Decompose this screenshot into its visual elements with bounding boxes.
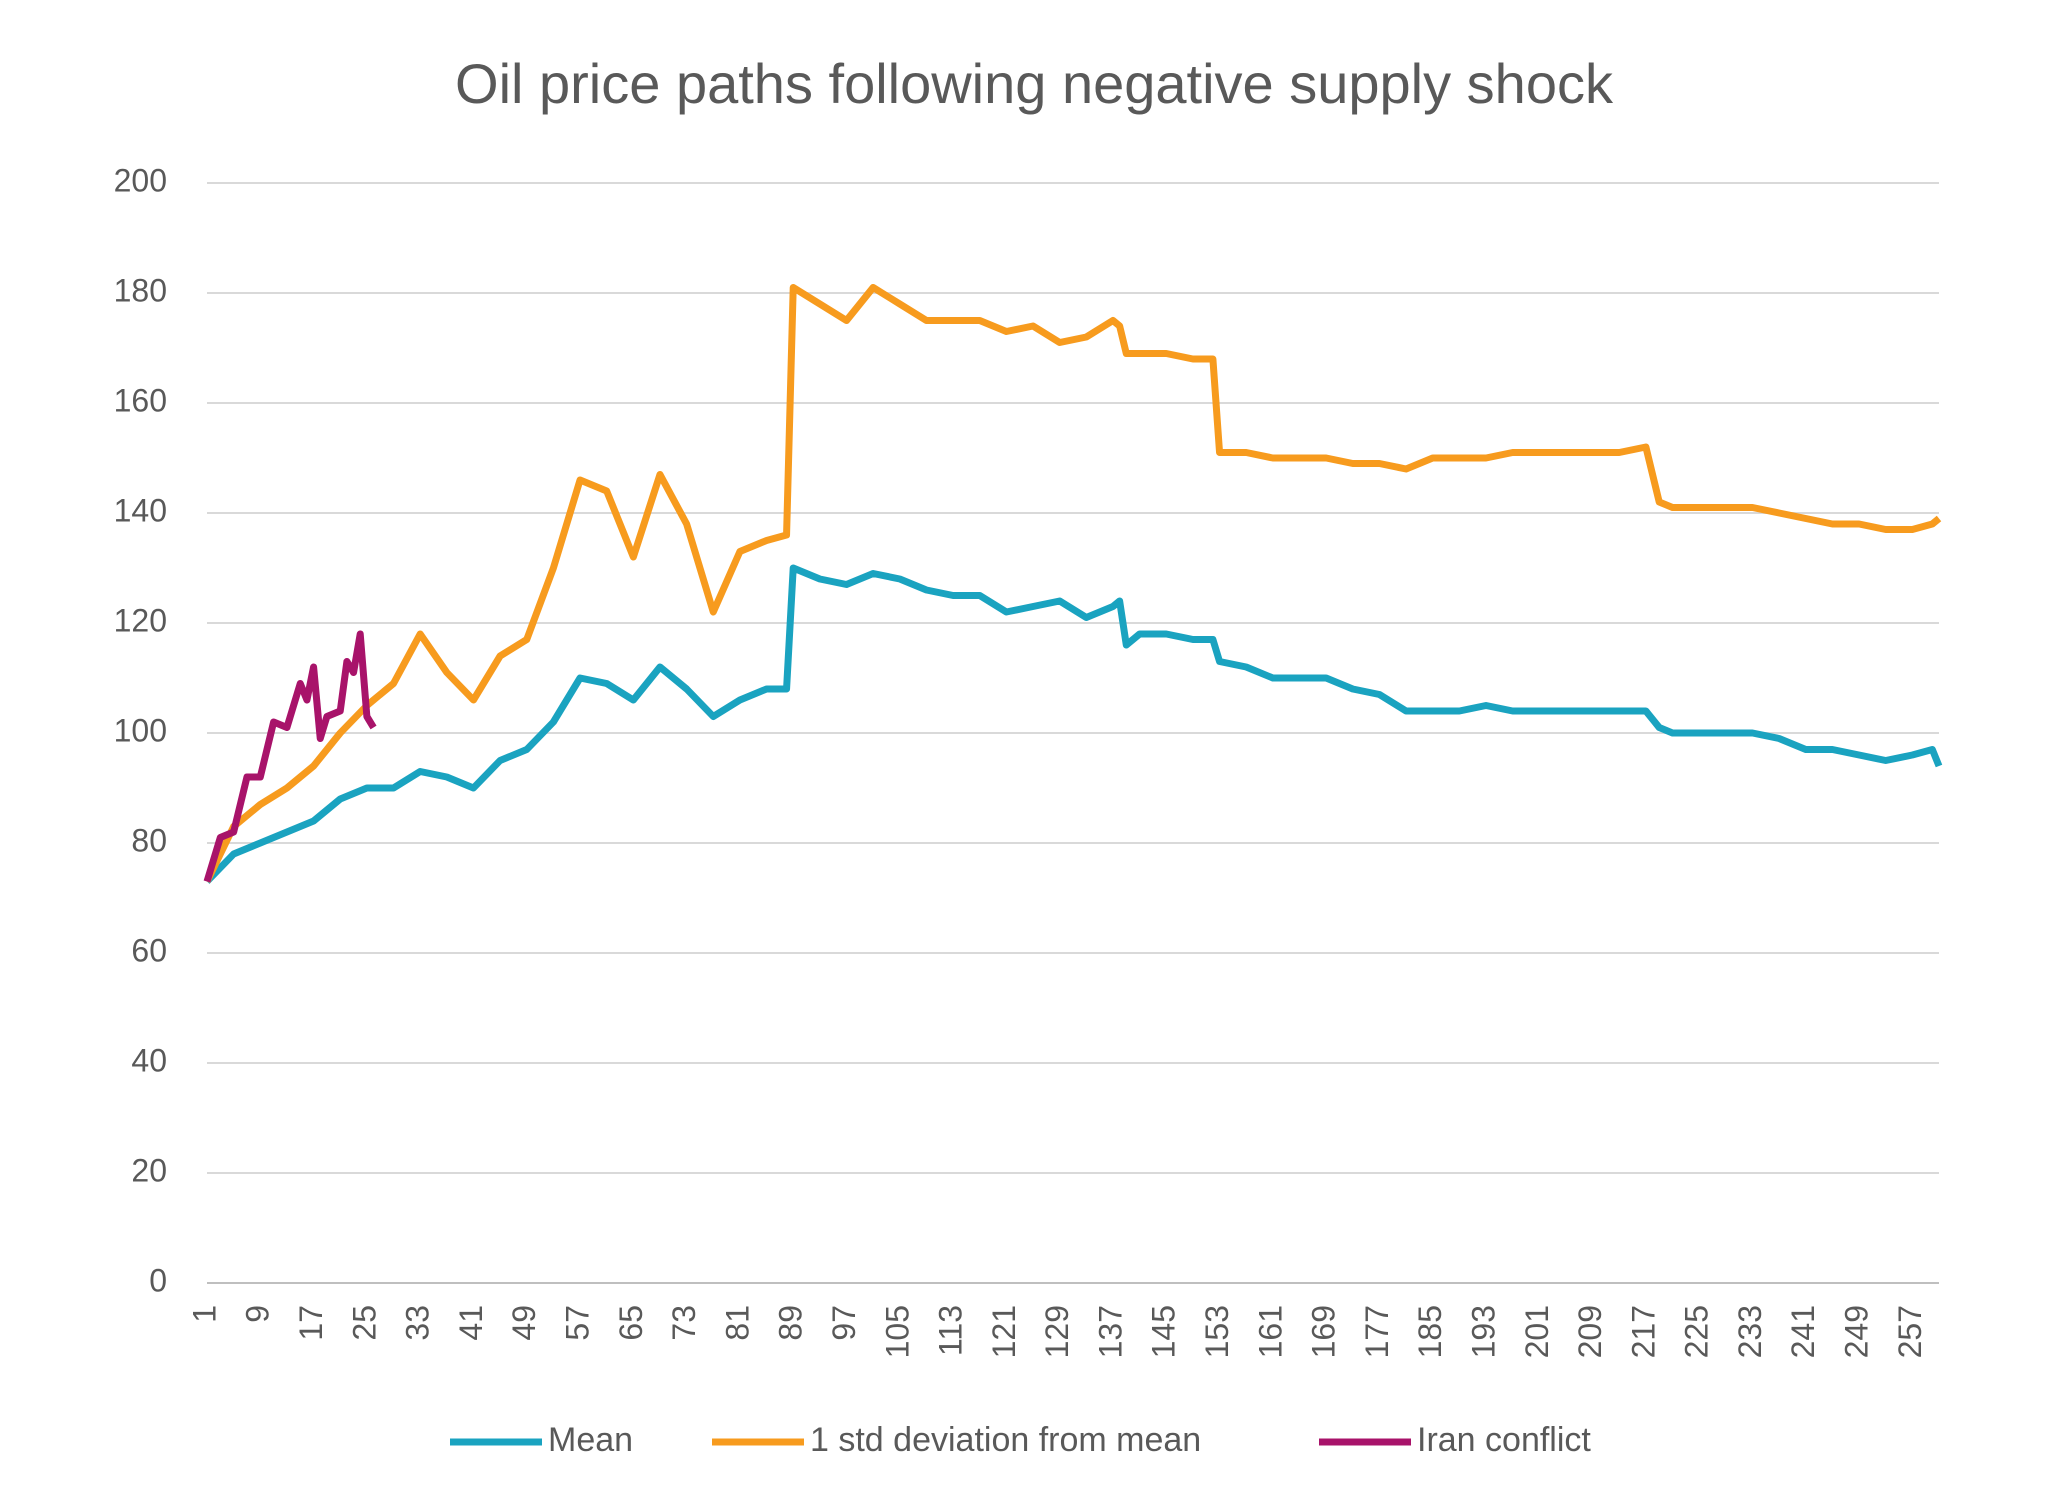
x-tick-label: 73 <box>666 1305 702 1341</box>
x-tick-label: 209 <box>1572 1305 1608 1358</box>
x-tick-label: 201 <box>1519 1305 1555 1358</box>
x-tick-label: 193 <box>1465 1305 1501 1358</box>
y-tick-label: 20 <box>131 1152 167 1188</box>
x-tick-label: 113 <box>933 1305 969 1356</box>
x-tick-label: 217 <box>1625 1305 1661 1358</box>
y-tick-label: 200 <box>114 162 167 198</box>
x-tick-label: 233 <box>1732 1305 1768 1358</box>
x-tick-label: 9 <box>240 1305 276 1323</box>
x-tick-label: 89 <box>773 1305 809 1341</box>
chart-title: Oil price paths following negative suppl… <box>455 52 1614 115</box>
line-series <box>203 630 377 883</box>
x-tick-label: 249 <box>1839 1305 1875 1358</box>
y-tick-label: 40 <box>131 1042 167 1078</box>
legend-label: Iran conflict <box>1417 1421 1591 1459</box>
legend-label: Mean <box>548 1421 633 1459</box>
y-tick-label: 60 <box>131 932 167 968</box>
x-tick-label: 129 <box>1039 1305 1075 1358</box>
x-tick-label: 57 <box>559 1305 595 1341</box>
x-tick-label: 225 <box>1679 1305 1715 1358</box>
line-series <box>203 284 1942 884</box>
x-tick-label: 81 <box>719 1305 755 1341</box>
x-tick-label: 41 <box>453 1305 489 1341</box>
x-tick-label: 137 <box>1092 1305 1128 1358</box>
x-tick-label: 153 <box>1199 1305 1235 1358</box>
x-tick-label: 65 <box>613 1305 649 1341</box>
y-tick-label: 80 <box>131 822 167 858</box>
x-tick-label: 121 <box>986 1305 1022 1358</box>
legend-label: 1 std deviation from mean <box>810 1421 1201 1459</box>
x-tick-label: 185 <box>1412 1305 1448 1358</box>
x-tick-label: 1 <box>186 1305 222 1323</box>
x-tick-label: 169 <box>1306 1305 1342 1358</box>
x-tick-label: 49 <box>506 1305 542 1341</box>
x-tick-label: 241 <box>1785 1305 1821 1358</box>
x-tick-label: 105 <box>879 1305 915 1358</box>
x-tick-label: 97 <box>826 1305 862 1341</box>
x-tick-label: 33 <box>400 1305 436 1341</box>
x-tick-label: 177 <box>1359 1305 1395 1358</box>
x-tick-label: 25 <box>346 1305 382 1341</box>
x-tick-label: 257 <box>1892 1305 1928 1358</box>
x-tick-label: 17 <box>293 1305 329 1341</box>
y-tick-label: 140 <box>114 492 167 528</box>
x-tick-label: 145 <box>1146 1305 1182 1358</box>
y-tick-label: 100 <box>114 712 167 748</box>
x-tick-label: 161 <box>1252 1305 1288 1358</box>
line-series <box>204 564 1943 884</box>
y-tick-label: 0 <box>149 1262 167 1298</box>
y-tick-label: 160 <box>114 382 167 418</box>
y-tick-label: 120 <box>114 602 167 638</box>
y-tick-label: 180 <box>114 272 167 308</box>
